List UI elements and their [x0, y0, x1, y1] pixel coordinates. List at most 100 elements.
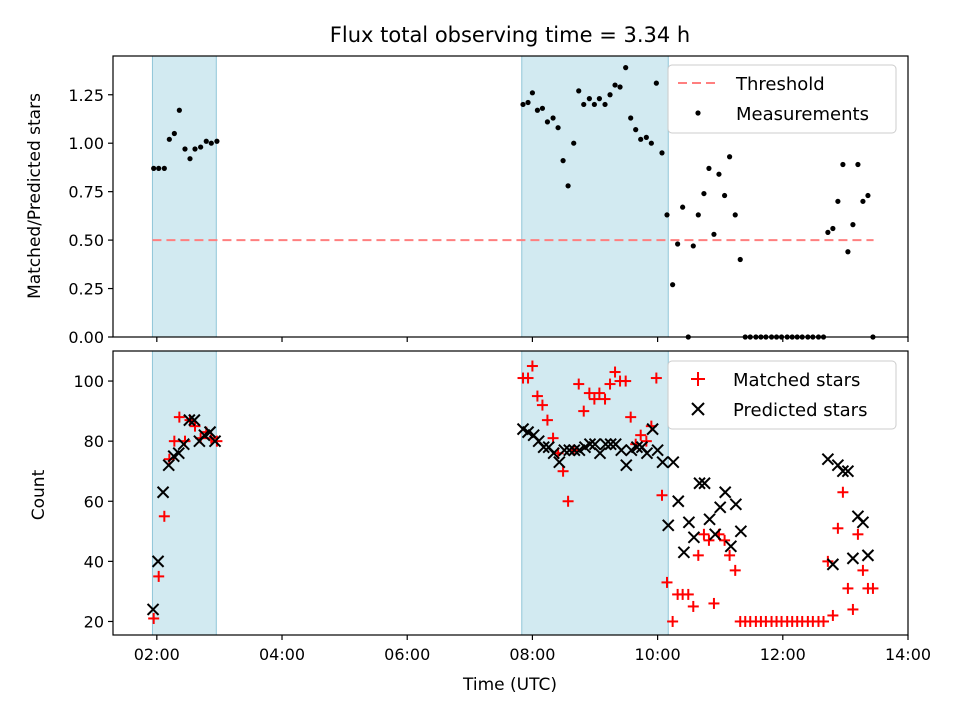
top-y-tick-label: 1.25	[68, 86, 104, 105]
matched-stars-marker	[583, 387, 595, 399]
x-stroke-b	[177, 437, 190, 451]
x-stroke-b	[861, 549, 875, 562]
predicted-stars-marker	[615, 443, 628, 457]
measurements-point	[737, 256, 743, 263]
predicted-stars-marker	[553, 455, 566, 469]
matched-stars-marker	[724, 549, 736, 561]
predicted-stars-marker	[156, 486, 170, 499]
x-stroke-b	[836, 465, 850, 478]
x-stroke-b	[208, 434, 222, 448]
predicted-stars-marker	[836, 465, 850, 478]
predicted-stars-marker	[537, 440, 550, 454]
matched-stars-marker	[593, 387, 605, 399]
x-stroke-b	[662, 519, 675, 532]
measurements-point	[830, 225, 836, 232]
matched-stars-marker	[847, 603, 859, 615]
matched-stars-marker	[541, 414, 553, 426]
matched-stars-marker	[588, 393, 600, 405]
matched-stars-marker	[599, 393, 611, 405]
x-stroke-b	[846, 552, 860, 565]
predicted-stars-marker	[826, 558, 840, 571]
measurements-point	[628, 115, 634, 121]
threshold-legend-label: Threshold	[735, 74, 825, 95]
x-stroke-b	[719, 486, 732, 499]
x-stroke-b	[677, 546, 691, 559]
measurements-legend-label: Measurements	[736, 104, 869, 125]
x-stroke-b	[856, 516, 870, 529]
predicted-stars-marker	[729, 498, 743, 511]
bottom-panel: 20 40 60 80 100 02:00 04:00 06:00 08:00 10:00 12:0…	[73, 350, 931, 664]
measurements-point	[525, 99, 531, 106]
measurements-point	[653, 80, 659, 86]
matched-stars-marker	[682, 588, 694, 600]
x-stroke-b	[516, 422, 530, 436]
matched-stars-marker	[698, 528, 710, 540]
matched-stars-marker	[531, 390, 543, 402]
x-stroke-b	[729, 498, 743, 511]
x-stroke-b	[831, 458, 845, 472]
measurements-point	[845, 249, 851, 255]
x-stroke-b	[620, 458, 633, 472]
predicted-stars-marker	[583, 437, 597, 451]
x-stroke-b	[183, 413, 196, 427]
top-y-axis-label: Matched/Predicted stars	[25, 93, 45, 299]
predicted-stars-marker	[667, 455, 680, 469]
measurements-point	[612, 82, 618, 88]
predicted-stars-marker	[856, 516, 870, 529]
predicted-stars-marker	[588, 437, 602, 451]
matched-stars-marker	[661, 576, 673, 588]
x-stroke-b	[568, 443, 581, 457]
measurements-point	[690, 243, 696, 249]
measurements-point	[840, 161, 846, 168]
x-stroke-b	[693, 477, 706, 490]
x-tick-label: 12:00	[760, 645, 806, 664]
bottom-axes-frame	[112, 350, 909, 636]
measurements-point	[550, 115, 556, 121]
matched-stars-marker	[837, 486, 849, 498]
x-stroke-b	[558, 443, 571, 457]
measurements-point	[192, 146, 198, 152]
measurements-point	[607, 92, 613, 98]
x-stroke-b	[821, 452, 835, 466]
measurements-point	[855, 161, 861, 168]
measurements-point	[602, 101, 608, 108]
x-stroke-b	[151, 555, 165, 568]
matched-stars-marker	[526, 360, 538, 372]
x-stroke-b	[826, 558, 840, 571]
matched-stars-marker	[635, 429, 647, 441]
top-legend-frame	[667, 64, 897, 134]
x-stroke-b	[188, 413, 201, 427]
predicted-stars-marker	[656, 455, 669, 469]
matched-stars-marker	[852, 528, 864, 540]
bottom-legend-frame	[667, 360, 897, 430]
matched-stars-marker	[153, 570, 165, 582]
x-stroke-b	[593, 446, 607, 460]
predicted-stars-marker	[172, 446, 185, 460]
matched-stars-marker	[609, 366, 621, 378]
predicted-stars-marker	[719, 486, 732, 499]
top-y-tick-label: 0.25	[68, 280, 104, 299]
measurements-point	[176, 107, 182, 113]
predicted-stars-marker	[821, 452, 835, 466]
predicted-stars-marker	[698, 477, 711, 490]
measurements-point	[850, 222, 856, 228]
measurements-point	[560, 158, 566, 164]
predicted-stars-marker	[646, 422, 659, 436]
top-legend: Threshold Measurements	[667, 64, 897, 134]
x-stroke-b	[640, 446, 654, 460]
top-y-tick-label: 0.50	[68, 231, 104, 250]
measurements-point	[633, 127, 639, 133]
x-stroke-b	[651, 443, 664, 457]
measurements-point	[706, 165, 712, 171]
measurements-point	[664, 212, 670, 218]
matched-stars-marker	[708, 597, 720, 609]
matched-stars-marker	[857, 564, 869, 576]
x-stroke-b	[156, 486, 170, 499]
bottom-y-axis-label: Count	[29, 469, 49, 520]
predicted-stars-marker	[208, 434, 222, 448]
predicted-stars-marker	[724, 540, 738, 553]
x-stroke-b	[713, 501, 727, 514]
measurements-point	[638, 136, 644, 142]
x-stroke-b	[599, 437, 612, 451]
